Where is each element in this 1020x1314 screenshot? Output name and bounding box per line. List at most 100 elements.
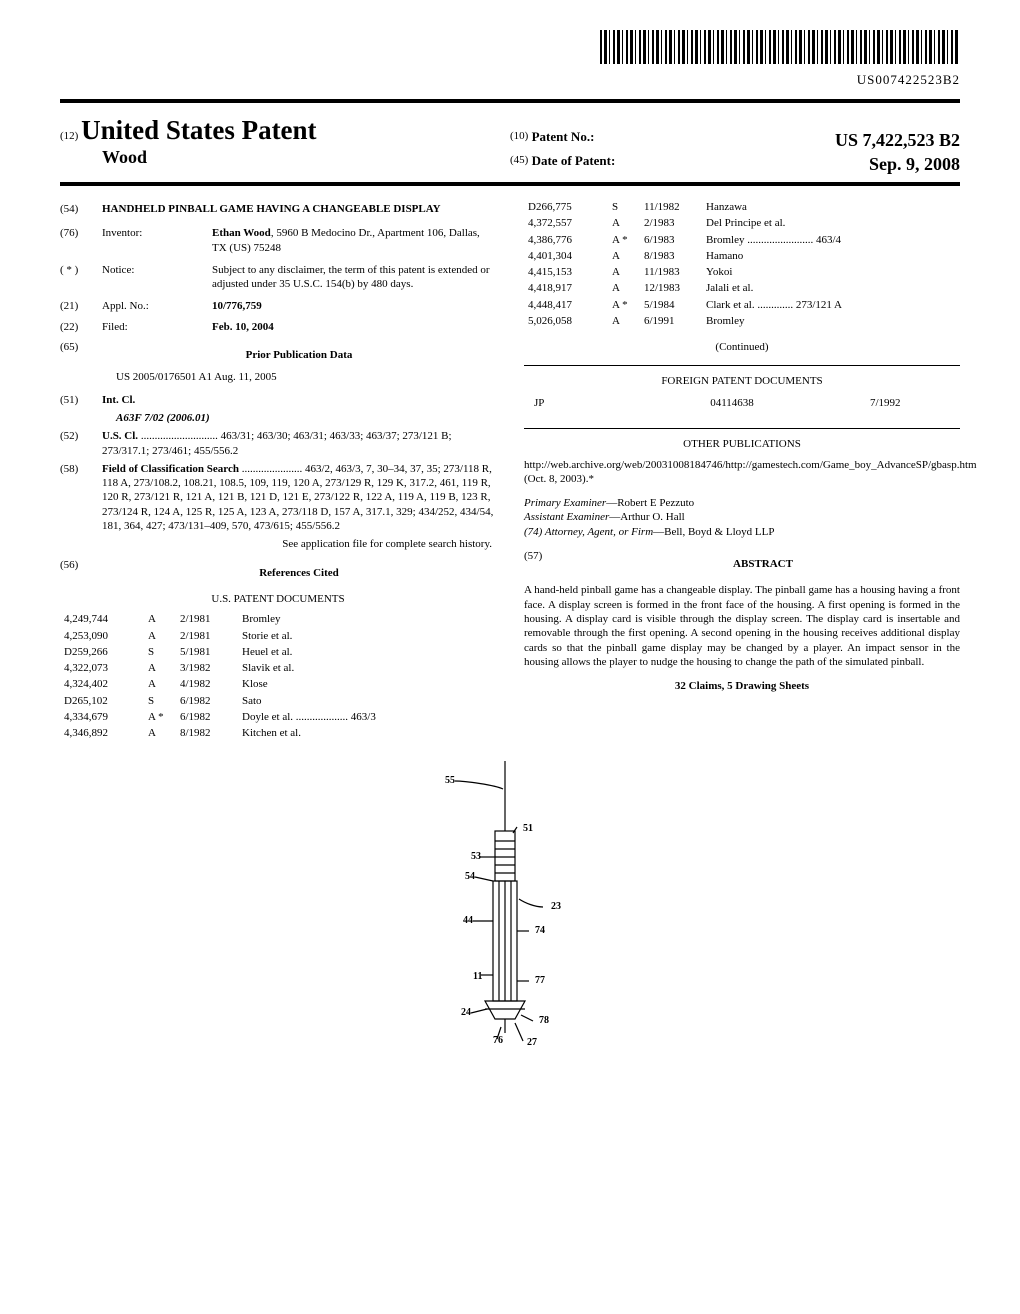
- filed-val: Feb. 10, 2004: [212, 320, 496, 334]
- ref-row: 4,401,304A8/1983Hamano: [526, 249, 958, 263]
- abstract-head: ABSTRACT: [566, 557, 960, 571]
- appl-code: (21): [60, 299, 102, 313]
- priorpub-head: Prior Publication Data: [102, 348, 496, 362]
- svg-text:23: 23: [551, 901, 561, 912]
- abstract-text: A hand-held pinball game has a changeabl…: [524, 583, 960, 669]
- notice-label: Notice:: [102, 263, 212, 292]
- right-column: D266,775S11/1982Hanzawa 4,372,557A2/1983D…: [524, 198, 960, 743]
- svg-text:11: 11: [473, 971, 482, 982]
- dop-label: Date of Patent:: [532, 153, 616, 176]
- assistant-examiner-label: Assistant Examiner: [524, 511, 609, 523]
- inventor-text: Ethan Wood, 5960 B Medocino Dr., Apartme…: [212, 226, 496, 255]
- barcode-zone: [60, 30, 960, 68]
- invention-title: HANDHELD PINBALL GAME HAVING A CHANGEABL…: [102, 202, 496, 216]
- top-rule: [60, 99, 960, 103]
- uscl-text: ............................ 463/31; 463…: [102, 430, 452, 456]
- dop-value: Sep. 9, 2008: [615, 153, 960, 176]
- ref-row: 4,334,679A *6/1982Doyle et al. .........…: [62, 710, 494, 724]
- fos-tail: See application file for complete search…: [60, 537, 496, 551]
- svg-text:54: 54: [465, 871, 475, 882]
- ref-row: 4,253,090A2/1981Storie et al.: [62, 629, 494, 643]
- left-column: (54) HANDHELD PINBALL GAME HAVING A CHAN…: [60, 198, 496, 743]
- svg-text:53: 53: [471, 851, 481, 862]
- us-refs-table-right: D266,775S11/1982Hanzawa 4,372,557A2/1983D…: [524, 198, 960, 330]
- uscl-label: U.S. Cl.: [102, 430, 138, 442]
- figure-zone: 55 51 53 54 23 44 74 11 77 24 78 76 27: [60, 761, 960, 1065]
- ref-row: 4,346,892A8/1982Kitchen et al.: [62, 726, 494, 740]
- uscl-code: (52): [60, 429, 102, 458]
- ref-row: D259,266S5/1981Heuel et al.: [62, 645, 494, 659]
- ref-row: 4,324,402A4/1982Klose: [62, 677, 494, 691]
- primary-examiner: —Robert E Pezzuto: [606, 497, 694, 509]
- appl-label: Appl. No.:: [102, 299, 212, 313]
- other-pub: http://web.archive.org/web/2003100818474…: [524, 458, 960, 487]
- patno-label: Patent No.:: [532, 129, 595, 152]
- svg-text:55: 55: [445, 775, 455, 786]
- ref-row: 4,322,073A3/1982Slavik et al.: [62, 661, 494, 675]
- fos-label: Field of Classification Search: [102, 463, 239, 475]
- svg-text:51: 51: [523, 823, 533, 834]
- filed-code: (22): [60, 320, 102, 334]
- barcode-graphic: [600, 30, 960, 64]
- agent: —Bell, Boyd & Lloyd LLP: [653, 526, 774, 538]
- rule-foreign: [524, 365, 960, 366]
- foreign-date: 7/1992: [870, 396, 950, 410]
- other-head: OTHER PUBLICATIONS: [524, 437, 960, 451]
- primary-examiner-row: Primary Examiner—Robert E Pezzuto: [524, 496, 960, 510]
- patent-header: (12) United States Patent Wood (10) Pate…: [60, 113, 960, 176]
- svg-text:74: 74: [535, 925, 545, 936]
- priorpub-code: (65): [60, 340, 102, 366]
- patno-value: US 7,422,523 B2: [594, 129, 960, 152]
- ref-row: D265,102S6/1982Sato: [62, 694, 494, 708]
- ref-row: 4,249,744A2/1981Bromley: [62, 612, 494, 626]
- intcl-line: A63F 7/02 (2006.01): [60, 411, 496, 425]
- svg-text:76: 76: [493, 1035, 503, 1046]
- header-prefix: (12): [60, 130, 78, 142]
- svg-text:27: 27: [527, 1037, 537, 1048]
- assistant-examiner-row: Assistant Examiner—Arthur O. Hall: [524, 510, 960, 524]
- ref-row: 5,026,058A6/1991Bromley: [526, 314, 958, 328]
- title-code: (54): [60, 202, 102, 216]
- refs-code: (56): [60, 558, 102, 584]
- claims-line: 32 Claims, 5 Drawing Sheets: [524, 679, 960, 693]
- svg-text:44: 44: [463, 915, 473, 926]
- svg-text:24: 24: [461, 1007, 471, 1018]
- header-title: United States Patent: [81, 115, 316, 145]
- barcode-caption: US007422523B2: [60, 72, 960, 89]
- continued-note: (Continued): [524, 340, 960, 354]
- intcl-label: Int. Cl.: [102, 393, 496, 407]
- notice-code: ( * ): [60, 263, 102, 292]
- refs-head: References Cited: [102, 566, 496, 580]
- foreign-cc: JP: [534, 396, 594, 410]
- agent-label: (74) Attorney, Agent, or Firm: [524, 526, 653, 538]
- header-author: Wood: [60, 146, 510, 169]
- priorpub-line: US 2005/0176501 A1 Aug. 11, 2005: [60, 370, 496, 384]
- us-refs-table-left: 4,249,744A2/1981Bromley 4,253,090A2/1981S…: [60, 610, 496, 742]
- patno-prefix: (10): [510, 129, 528, 152]
- intcl-code: (51): [60, 393, 102, 407]
- assistant-examiner: —Arthur O. Hall: [609, 511, 684, 523]
- fos-code: (58): [60, 462, 102, 533]
- ref-row: 4,448,417A *5/1984Clark et al. .........…: [526, 298, 958, 312]
- primary-examiner-label: Primary Examiner: [524, 497, 606, 509]
- inventor-code: (76): [60, 226, 102, 255]
- filed-label: Filed:: [102, 320, 212, 334]
- body-columns: (54) HANDHELD PINBALL GAME HAVING A CHAN…: [60, 198, 960, 743]
- foreign-num: 04114638: [594, 396, 870, 410]
- us-pat-head: U.S. PATENT DOCUMENTS: [60, 592, 496, 606]
- ref-row: 4,372,557A2/1983Del Principe et al.: [526, 216, 958, 230]
- svg-text:78: 78: [539, 1015, 549, 1026]
- dop-prefix: (45): [510, 153, 528, 176]
- ref-row: D266,775S11/1982Hanzawa: [526, 200, 958, 214]
- header-rule: [60, 182, 960, 186]
- notice-text: Subject to any disclaimer, the term of t…: [212, 263, 496, 292]
- ref-row: 4,386,776A *6/1983Bromley ..............…: [526, 233, 958, 247]
- inventor-label: Inventor:: [102, 226, 212, 255]
- appl-val: 10/776,759: [212, 299, 496, 313]
- patent-figure: 55 51 53 54 23 44 74 11 77 24 78 76 27: [420, 761, 600, 1061]
- rule-other: [524, 428, 960, 429]
- foreign-head: FOREIGN PATENT DOCUMENTS: [524, 374, 960, 388]
- svg-text:77: 77: [535, 975, 545, 986]
- agent-row: (74) Attorney, Agent, or Firm—Bell, Boyd…: [524, 525, 960, 539]
- ref-row: 4,415,153A11/1983Yokoi: [526, 265, 958, 279]
